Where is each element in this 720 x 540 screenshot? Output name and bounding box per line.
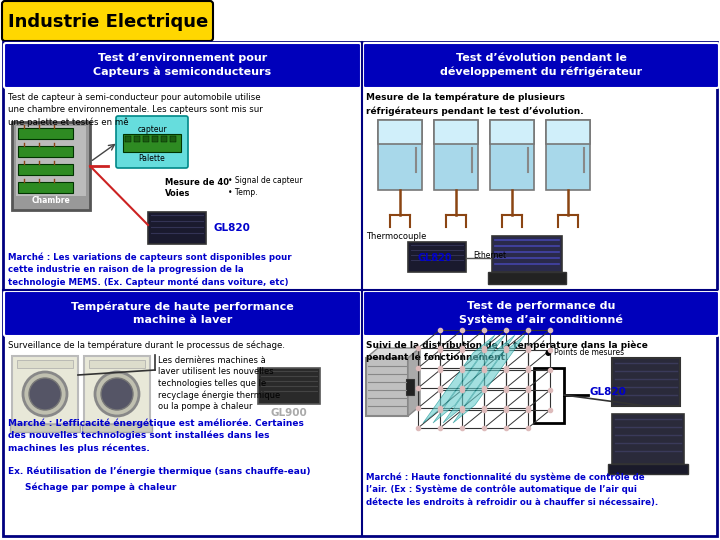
Bar [488,272,566,284]
Text: Test de performance du
Système d’air conditionné: Test de performance du Système d’air con… [459,301,623,325]
FancyBboxPatch shape [2,1,213,41]
Text: Palette: Palette [139,154,166,163]
FancyBboxPatch shape [363,43,719,88]
Bar [16,126,86,196]
Text: Mesure de la température de plusieurs
réfrigérateurs pendant le test d’évolution: Mesure de la température de plusieurs ré… [366,93,584,116]
Bar [134,136,140,142]
Bar [12,356,78,424]
FancyBboxPatch shape [4,43,361,88]
Text: Ex. Réutilisation de l’énergie thermique (sans chauffe-eau): Ex. Réutilisation de l’énergie thermique… [8,466,310,476]
Text: Test de capteur à semi-conducteur pour automobile utilise
une chambre environnem: Test de capteur à semi-conducteur pour a… [8,93,263,127]
Bar [406,379,414,395]
Bar [18,182,73,193]
Bar [18,128,73,139]
Text: GL820: GL820 [214,223,251,233]
Bar [84,356,150,424]
Bar [12,122,90,210]
Text: GL900: GL900 [271,408,307,418]
Text: Température de haute performance
machine à laver: Température de haute performance machine… [71,301,294,325]
Bar [258,368,320,404]
FancyBboxPatch shape [4,291,361,336]
Bar [434,120,478,190]
Circle shape [29,378,61,410]
Bar [161,136,167,142]
Bar [82,424,152,432]
Bar [608,464,688,474]
Bar [546,120,590,190]
Text: Marché : Haute fonctionnalité du système de contrôle de
l’air. (Ex : Système de : Marché : Haute fonctionnalité du système… [366,472,658,507]
Bar [612,358,680,406]
FancyBboxPatch shape [116,116,188,168]
Bar [490,120,534,144]
Text: Test d’évolution pendant le
développement du réfrigérateur: Test d’évolution pendant le développemen… [440,53,642,77]
Text: Chambre: Chambre [32,196,71,205]
Text: Ethernet: Ethernet [473,252,506,260]
Text: Industrie Electrique: Industrie Electrique [8,13,208,31]
Circle shape [101,378,133,410]
Bar [148,212,206,244]
Text: Séchage par pompe à chaleur: Séchage par pompe à chaleur [25,482,176,491]
Bar [612,414,684,464]
Bar [492,236,562,272]
Text: capteur: capteur [138,125,167,134]
Bar [152,136,158,142]
Polygon shape [453,335,525,423]
Bar [125,136,131,142]
Text: Surveillance de la température durant le processus de séchage.: Surveillance de la température durant le… [8,340,285,349]
Text: Test d’environnement pour
Capteurs à semiconducteurs: Test d’environnement pour Capteurs à sem… [94,53,271,77]
Text: GL820: GL820 [418,253,452,263]
Bar [123,134,181,152]
Bar [10,424,80,432]
Bar [408,242,466,272]
Bar [378,120,422,144]
Bar [18,164,73,175]
Polygon shape [433,335,505,423]
Text: ● Points de mesures: ● Points de mesures [545,348,624,357]
Bar [143,136,149,142]
Bar [366,358,408,416]
Polygon shape [443,335,515,423]
Text: GL820: GL820 [590,387,627,397]
Text: Thermocouple: Thermocouple [366,232,426,241]
Circle shape [23,372,67,416]
Bar [534,368,564,423]
Polygon shape [423,335,495,423]
Text: Marché : Les variations de capteurs sont disponibles pour
cette industrie en rai: Marché : Les variations de capteurs sont… [8,252,292,287]
Circle shape [95,372,139,416]
Bar [170,136,176,142]
Polygon shape [366,348,420,358]
Bar [490,120,534,190]
Text: Les dernières machines à
laver utilisent les nouvelles
technologies telles que l: Les dernières machines à laver utilisent… [158,356,280,411]
Text: • Signal de capteur
• Temp.: • Signal de capteur • Temp. [228,176,302,197]
FancyBboxPatch shape [363,291,719,336]
Bar [18,146,73,157]
Bar [434,120,478,144]
Text: Mesure de 40
Voies: Mesure de 40 Voies [165,178,229,198]
Polygon shape [408,348,420,416]
Text: Suivi de la distribution de la température dans la pièce
pendant le fonctionneme: Suivi de la distribution de la températu… [366,340,648,362]
Bar [546,120,590,144]
Bar [89,360,145,368]
Bar [17,360,73,368]
Text: Marché : L’efficacité énergétique est améliorée. Certaines
des nouvelles technol: Marché : L’efficacité énergétique est am… [8,418,304,453]
Bar [378,120,422,190]
